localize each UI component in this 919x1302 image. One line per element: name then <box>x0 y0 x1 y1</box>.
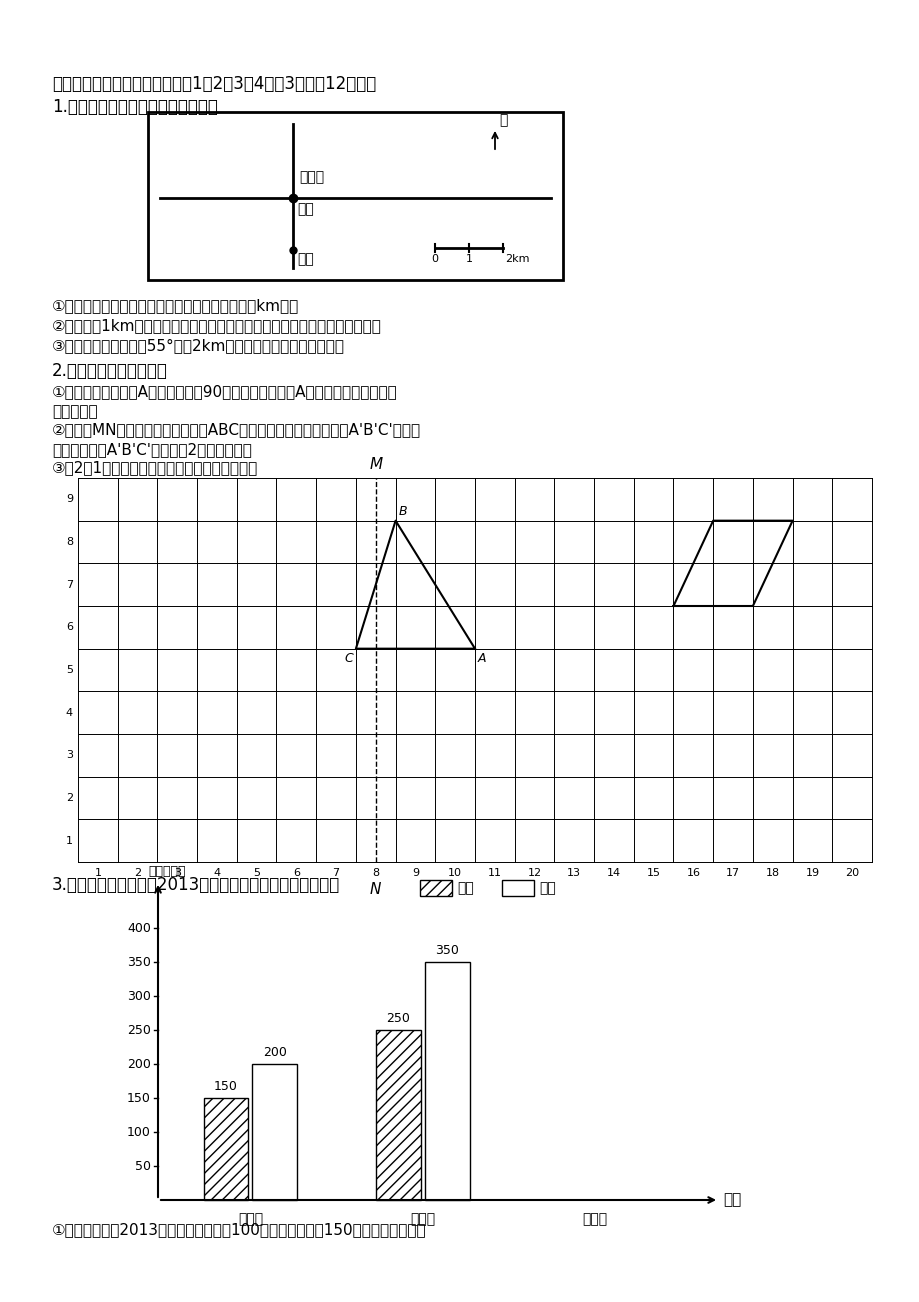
Text: 4: 4 <box>66 708 73 717</box>
Text: 0: 0 <box>431 254 438 264</box>
Text: 18: 18 <box>765 868 779 878</box>
Text: 5: 5 <box>66 665 73 674</box>
Text: 7: 7 <box>66 579 73 590</box>
Text: 16: 16 <box>686 868 699 878</box>
Text: ③书店位于广场东偏北55°方向2km处，请在图上标出它的位置。: ③书店位于广场东偏北55°方向2km处，请在图上标出它的位置。 <box>52 339 345 353</box>
Text: 计划: 计划 <box>457 881 473 894</box>
Text: 位置。: 位置。 <box>52 404 97 419</box>
Text: 6: 6 <box>66 622 73 633</box>
Text: 150: 150 <box>127 1091 151 1104</box>
Text: 1: 1 <box>66 836 73 846</box>
Text: 三月份: 三月份 <box>582 1212 607 1226</box>
Text: 实际: 实际 <box>539 881 555 894</box>
Text: 350: 350 <box>127 956 151 969</box>
Text: 学校: 学校 <box>297 253 313 266</box>
Text: A: A <box>478 652 486 664</box>
Text: 单位：万元: 单位：万元 <box>148 865 186 878</box>
Text: 广场: 广场 <box>297 202 313 216</box>
Text: 200: 200 <box>127 1057 151 1070</box>
Text: 8: 8 <box>372 868 379 878</box>
Text: 1: 1 <box>465 254 472 264</box>
Text: 12: 12 <box>527 868 541 878</box>
Bar <box>425 962 469 1200</box>
Text: 2: 2 <box>66 793 73 803</box>
Text: 四、观察图表，动脑动手。（第1、2、3、4题各3分，共12分。）: 四、观察图表，动脑动手。（第1、2、3、4题各3分，共12分。） <box>52 76 376 92</box>
Text: 1: 1 <box>95 868 101 878</box>
Text: 8: 8 <box>66 536 73 547</box>
Bar <box>203 1098 248 1200</box>
Text: 一月份: 一月份 <box>237 1212 263 1226</box>
Text: 13: 13 <box>567 868 581 878</box>
Text: M: M <box>369 457 382 473</box>
Text: 19: 19 <box>804 868 819 878</box>
Text: 17: 17 <box>725 868 739 878</box>
Text: 400: 400 <box>127 922 151 935</box>
Text: 2: 2 <box>134 868 141 878</box>
Text: 15: 15 <box>646 868 660 878</box>
Text: 250: 250 <box>386 1012 410 1025</box>
Bar <box>252 1064 297 1200</box>
Bar <box>376 1030 420 1200</box>
Text: 50: 50 <box>135 1160 151 1173</box>
Text: 20: 20 <box>845 868 858 878</box>
Text: 100: 100 <box>127 1125 151 1138</box>
Bar <box>148 112 562 280</box>
Text: 北: 北 <box>498 113 506 128</box>
Text: 200: 200 <box>263 1046 287 1059</box>
Text: ③按2：1的比例画出平行四边形放大后的图形。: ③按2：1的比例画出平行四边形放大后的图形。 <box>52 460 258 475</box>
Text: 2.在下面方格纸上作图。: 2.在下面方格纸上作图。 <box>52 362 167 380</box>
Text: 3: 3 <box>66 750 73 760</box>
Text: C: C <box>344 652 353 664</box>
Text: 5: 5 <box>253 868 260 878</box>
Text: 9: 9 <box>66 495 73 504</box>
Text: 350: 350 <box>435 944 459 957</box>
Text: 4: 4 <box>213 868 221 878</box>
Text: N: N <box>369 881 381 897</box>
Text: 人民路: 人民路 <box>299 171 323 184</box>
Text: 9: 9 <box>412 868 418 878</box>
Text: 6: 6 <box>292 868 300 878</box>
Text: B: B <box>398 505 407 518</box>
Text: ②以直线MN为对称轴，画出三角形ABC的轴对称图形，得到三角形A'B'C'，再画: ②以直线MN为对称轴，画出三角形ABC的轴对称图形，得到三角形A'B'C'，再画 <box>52 422 421 437</box>
Text: 3: 3 <box>174 868 180 878</box>
Text: 2km: 2km <box>505 254 529 264</box>
Text: 二月份: 二月份 <box>410 1212 435 1226</box>
Text: 1.看图回答问题，并按要求画一画。: 1.看图回答问题，并按要求画一画。 <box>52 98 218 116</box>
Text: 150: 150 <box>214 1079 238 1092</box>
Text: 11: 11 <box>487 868 501 878</box>
Bar <box>502 880 533 896</box>
Text: ①泉港区某超市2013年三月份计划销售100万元，实际销售150万元，请把统计图: ①泉港区某超市2013年三月份计划销售100万元，实际销售150万元，请把统计图 <box>52 1223 426 1237</box>
Text: ①画出这个三角形绕A点顺时针旋转90后的图形，并在原A点用「数对」表示它的: ①画出这个三角形绕A点顺时针旋转90后的图形，并在原A点用「数对」表示它的 <box>52 384 397 398</box>
Text: 出三角形A'B'C'向左平移2格后的图形。: 出三角形A'B'C'向左平移2格后的图形。 <box>52 441 252 457</box>
Text: 10: 10 <box>448 868 461 878</box>
Text: 14: 14 <box>607 868 620 878</box>
Text: 7: 7 <box>332 868 339 878</box>
Text: 月份: 月份 <box>722 1193 741 1207</box>
Text: ①学校位于广场的（　　）面，大约（　　　　）km处。: ①学校位于广场的（ ）面，大约（ ）km处。 <box>52 298 299 312</box>
Text: 3.下面是泉港区某超市2013年第一季度销售额情况统计图。: 3.下面是泉港区某超市2013年第一季度销售额情况统计图。 <box>52 876 340 894</box>
Bar <box>420 880 451 896</box>
Text: 300: 300 <box>127 990 151 1003</box>
Text: 250: 250 <box>127 1023 151 1036</box>
Text: ②广场西面1km处有一条商业街与人民路垂直，请在图中画线段表示商业街。: ②广场西面1km处有一条商业街与人民路垂直，请在图中画线段表示商业街。 <box>52 318 381 333</box>
